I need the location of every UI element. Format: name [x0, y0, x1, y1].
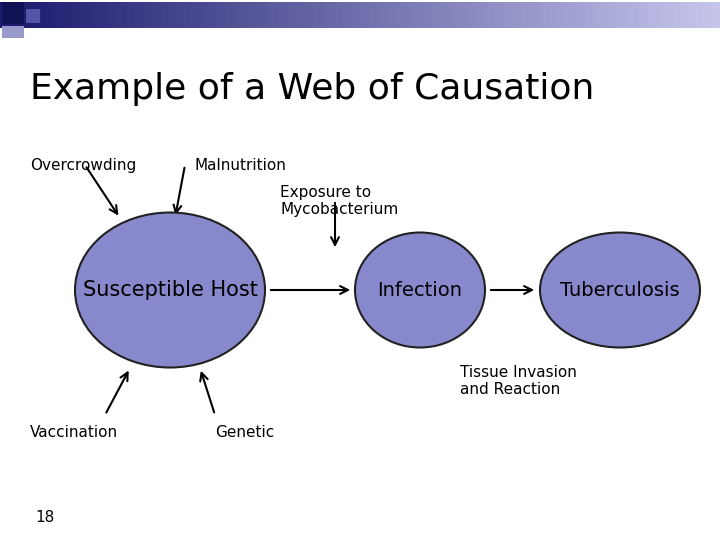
Bar	[486, 2, 496, 28]
Bar	[261, 2, 271, 28]
Bar	[225, 2, 235, 28]
Bar	[369, 2, 379, 28]
Bar	[126, 2, 136, 28]
Bar	[45, 2, 55, 28]
Bar	[648, 2, 658, 28]
Ellipse shape	[355, 233, 485, 348]
Bar	[567, 2, 577, 28]
Bar	[378, 2, 388, 28]
Text: 18: 18	[35, 510, 54, 525]
Bar	[423, 2, 433, 28]
Text: Genetic: Genetic	[215, 425, 274, 440]
Bar	[270, 2, 280, 28]
Bar	[306, 2, 316, 28]
Bar	[504, 2, 514, 28]
Bar	[2, 2, 24, 24]
Bar	[639, 2, 649, 28]
Bar	[459, 2, 469, 28]
Bar	[684, 2, 694, 28]
Bar	[387, 2, 397, 28]
Bar	[54, 2, 64, 28]
Bar	[585, 2, 595, 28]
Bar	[135, 2, 145, 28]
Bar	[72, 2, 82, 28]
Bar	[2, 26, 24, 38]
Ellipse shape	[540, 233, 700, 348]
Text: Vaccination: Vaccination	[30, 425, 118, 440]
Bar	[324, 2, 334, 28]
Bar	[666, 2, 676, 28]
Bar	[297, 2, 307, 28]
Bar	[351, 2, 361, 28]
Text: Susceptible Host: Susceptible Host	[83, 280, 258, 300]
Bar	[396, 2, 406, 28]
Bar	[288, 2, 298, 28]
Bar	[36, 2, 46, 28]
Bar	[117, 2, 127, 28]
Text: Overcrowding: Overcrowding	[30, 158, 136, 173]
Text: Tuberculosis: Tuberculosis	[560, 280, 680, 300]
Bar	[26, 9, 40, 23]
Bar	[180, 2, 190, 28]
Bar	[153, 2, 163, 28]
Bar	[594, 2, 604, 28]
Text: Infection: Infection	[377, 280, 462, 300]
Bar	[279, 2, 289, 28]
Bar	[252, 2, 262, 28]
Bar	[162, 2, 172, 28]
Bar	[612, 2, 622, 28]
Bar	[711, 2, 720, 28]
Bar	[342, 2, 352, 28]
Bar	[243, 2, 253, 28]
Bar	[414, 2, 424, 28]
Bar	[630, 2, 640, 28]
Text: Tissue Invasion
and Reaction: Tissue Invasion and Reaction	[460, 365, 577, 397]
Bar	[558, 2, 568, 28]
Bar	[27, 2, 37, 28]
Bar	[468, 2, 478, 28]
Text: Malnutrition: Malnutrition	[195, 158, 287, 173]
Bar	[315, 2, 325, 28]
Text: Exposure to
Mycobacterium: Exposure to Mycobacterium	[280, 185, 398, 218]
Text: Example of a Web of Causation: Example of a Web of Causation	[30, 72, 595, 106]
Bar	[144, 2, 154, 28]
Bar	[405, 2, 415, 28]
Bar	[216, 2, 226, 28]
Bar	[99, 2, 109, 28]
Ellipse shape	[75, 213, 265, 368]
Bar	[207, 2, 217, 28]
Bar	[531, 2, 541, 28]
Bar	[513, 2, 523, 28]
Bar	[171, 2, 181, 28]
Bar	[576, 2, 586, 28]
Bar	[189, 2, 199, 28]
Bar	[81, 2, 91, 28]
Bar	[108, 2, 118, 28]
Bar	[621, 2, 631, 28]
Bar	[477, 2, 487, 28]
Bar	[63, 2, 73, 28]
Bar	[360, 2, 370, 28]
Bar	[0, 2, 10, 28]
Bar	[495, 2, 505, 28]
Bar	[90, 2, 100, 28]
Bar	[522, 2, 532, 28]
Bar	[540, 2, 550, 28]
Bar	[198, 2, 208, 28]
Bar	[18, 2, 28, 28]
Bar	[333, 2, 343, 28]
Bar	[9, 2, 19, 28]
Bar	[441, 2, 451, 28]
Bar	[603, 2, 613, 28]
Bar	[432, 2, 442, 28]
Bar	[657, 2, 667, 28]
Bar	[450, 2, 460, 28]
Bar	[675, 2, 685, 28]
Bar	[702, 2, 712, 28]
Bar	[693, 2, 703, 28]
Bar	[549, 2, 559, 28]
Bar	[234, 2, 244, 28]
